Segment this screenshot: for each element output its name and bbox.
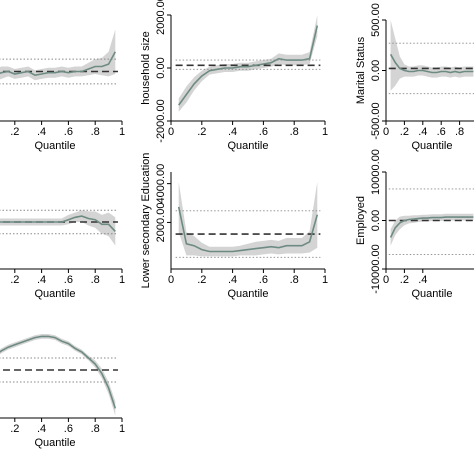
panel-row1-col2: 0 .2 .4 .6 .8 1 -2000.00 0.00 2000.00 Quantile hou… bbox=[140, 0, 328, 152]
panel-row1-col1: .2 .4 .6 .8 1 Quantile bbox=[0, 29, 125, 152]
confidence-band bbox=[0, 29, 116, 81]
x-tick-label: .2 bbox=[197, 274, 206, 286]
x-tick-label: 1 bbox=[119, 423, 125, 435]
confidence-band bbox=[0, 334, 116, 416]
y-tick-label: 2000.00 bbox=[155, 203, 167, 243]
x-tick-label: 1 bbox=[119, 274, 125, 286]
x-axis-title: Quantile bbox=[35, 140, 76, 152]
x-tick-label: 0 bbox=[383, 274, 389, 286]
x-tick-label: 0 bbox=[168, 274, 174, 286]
quantile-estimate-line bbox=[0, 51, 117, 77]
confidence-band bbox=[390, 213, 474, 246]
x-tick-label: .6 bbox=[259, 126, 268, 138]
y-tick-label: -2000.00 bbox=[155, 99, 167, 142]
confidence-band bbox=[178, 181, 318, 257]
x-tick-label: .2 bbox=[197, 126, 206, 138]
y-tick-label: 0.00 bbox=[370, 60, 382, 81]
y-tick-label: 10000.00 bbox=[370, 149, 382, 195]
x-tick-label: .8 bbox=[91, 274, 100, 286]
x-tick-label: 0 bbox=[168, 126, 174, 138]
x-tick-label: .8 bbox=[290, 126, 299, 138]
y-tick-label: -500.00 bbox=[370, 102, 382, 139]
x-tick-label: .6 bbox=[259, 274, 268, 286]
quantile-estimate-line bbox=[389, 53, 474, 74]
x-tick-label: .4 bbox=[418, 274, 427, 286]
quantile-estimate-line bbox=[178, 25, 319, 106]
x-tick-label: .4 bbox=[418, 126, 427, 138]
x-tick-label: .4 bbox=[37, 274, 46, 286]
quantile-estimate-line bbox=[389, 216, 474, 238]
x-tick-label: .4 bbox=[228, 126, 237, 138]
y-tick-label: 2000.00 bbox=[155, 0, 167, 35]
x-axis-title: Quantile bbox=[412, 288, 453, 300]
x-axis-title: Quantile bbox=[412, 140, 453, 152]
panel-row3-col1: .2 .4 .6 .8 1 Quantile bbox=[0, 334, 125, 449]
y-tick-label: 500.00 bbox=[370, 3, 382, 37]
x-tick-label: .4 bbox=[37, 126, 46, 138]
x-tick-label: .4 bbox=[228, 274, 237, 286]
x-tick-label: .2 bbox=[10, 126, 19, 138]
x-tick-label: .2 bbox=[400, 126, 409, 138]
x-axis-title: Quantile bbox=[228, 288, 269, 300]
y-tick-label: 0.00 bbox=[370, 210, 382, 231]
panel-row2-col3: 0 .2 .4 -10000.00 0.00 10000.00 Quantile Employ… bbox=[355, 149, 474, 300]
x-tick-label: .4 bbox=[37, 423, 46, 435]
x-axis-title: Quantile bbox=[35, 288, 76, 300]
y-axis-title: Lower secondary Education bbox=[140, 153, 152, 289]
x-tick-label: .8 bbox=[290, 274, 299, 286]
quantile-estimate-line bbox=[0, 335, 117, 409]
confidence-band bbox=[390, 20, 474, 91]
x-tick-label: 1 bbox=[119, 126, 125, 138]
x-tick-label: 0 bbox=[383, 126, 389, 138]
panel-row1-col3: 0 .2 .4 .6 .8 -500.00 0.00 500.00 Quantile Marita… bbox=[355, 3, 474, 152]
x-axis-title: Quantile bbox=[35, 437, 76, 449]
x-tick-label: .8 bbox=[91, 423, 100, 435]
x-tick-label: .2 bbox=[10, 274, 19, 286]
y-tick-label: 4000.00 bbox=[155, 164, 167, 204]
x-tick-label: .6 bbox=[437, 126, 446, 138]
x-tick-label: .2 bbox=[10, 423, 19, 435]
x-tick-label: .6 bbox=[64, 274, 73, 286]
y-tick-label: 0.00 bbox=[155, 57, 167, 78]
y-axis-title: Marital Status bbox=[355, 36, 367, 104]
x-tick-label: 1 bbox=[322, 274, 328, 286]
x-tick-label: .8 bbox=[455, 126, 464, 138]
x-tick-label: .6 bbox=[64, 126, 73, 138]
quantile-estimate-line bbox=[177, 206, 319, 253]
confidence-band bbox=[0, 210, 116, 246]
y-tick-label: -10000.00 bbox=[370, 244, 382, 294]
x-tick-label: 1 bbox=[322, 126, 328, 138]
panel-row2-col1: .2 .4 .6 .8 1 Quantile bbox=[0, 209, 125, 300]
x-axis-title: Quantile bbox=[228, 140, 269, 152]
y-axis-title: Employed bbox=[355, 196, 367, 245]
x-tick-label: .6 bbox=[64, 423, 73, 435]
confidence-band bbox=[178, 15, 318, 112]
y-axis-title: household size bbox=[140, 31, 152, 104]
x-tick-label: .2 bbox=[400, 274, 409, 286]
x-tick-label: .8 bbox=[91, 126, 100, 138]
quantile-estimate-line bbox=[0, 215, 116, 232]
